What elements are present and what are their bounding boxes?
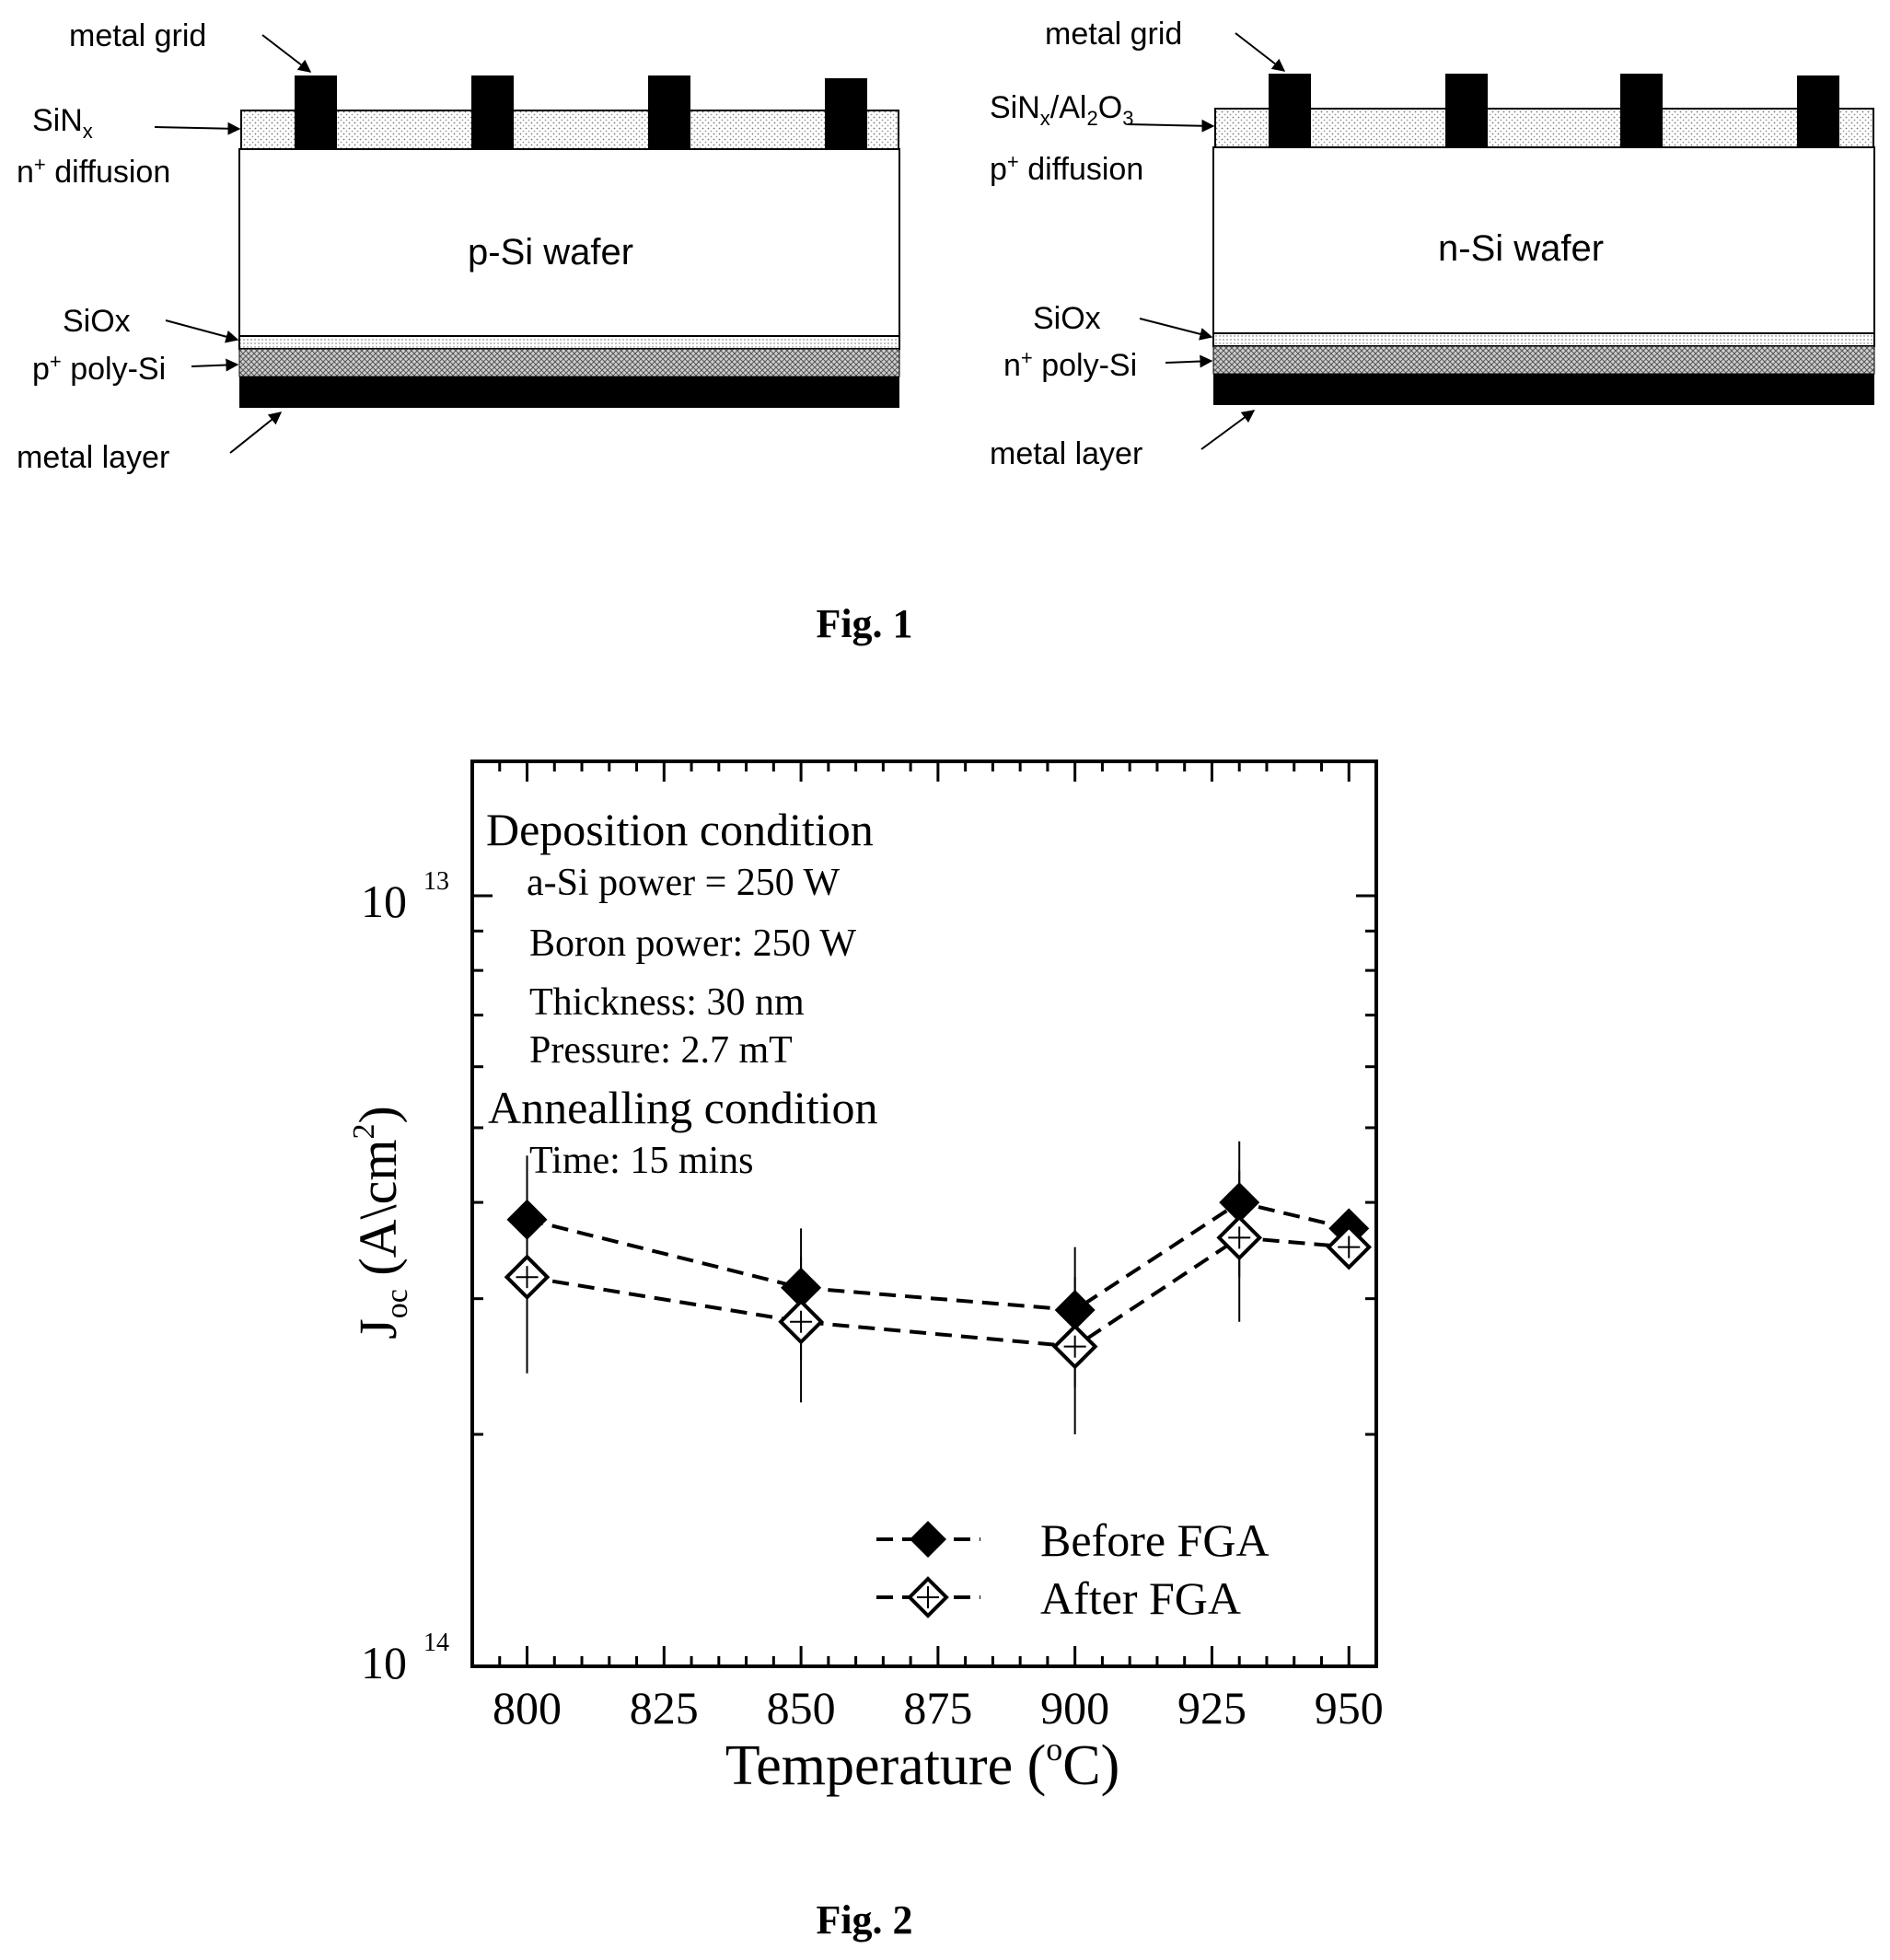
right-metal-finger-3	[1620, 74, 1663, 147]
marker-before-fga	[506, 1199, 548, 1240]
x-tick-label: 950	[1315, 1682, 1384, 1734]
y-tick-label-top: 10 13	[361, 867, 449, 927]
y-axis-label: Joc (A\cm2)	[347, 1106, 414, 1340]
annealing-title: Annealling condition	[488, 1082, 878, 1133]
deposition-title: Deposition condition	[486, 804, 874, 855]
left-poly-layer	[238, 348, 900, 377]
figure-1-caption: Fig. 1	[816, 601, 913, 646]
axis-ticks	[472, 761, 1378, 1668]
x-tick-label: 900	[1040, 1682, 1109, 1734]
condition-annotations: Deposition condition a-Si power = 250 W …	[486, 804, 878, 1182]
right-wafer-label: n-Si wafer	[1438, 228, 1604, 269]
error-bars	[526, 1141, 1241, 1435]
marker-after-fga	[778, 1298, 824, 1345]
right-poly-label: n+ poly-Si	[1003, 346, 1137, 383]
annealing-line-1: Time: 15 mins	[529, 1140, 754, 1182]
left-metal-finger-4	[825, 78, 867, 149]
right-passivation-layer	[1214, 108, 1874, 148]
legend-marker-after	[907, 1576, 949, 1618]
x-tick-labels: 800 825 850 875 900 925 950	[493, 1682, 1384, 1734]
right-siox-layer	[1212, 332, 1875, 347]
marker-before-fga	[781, 1267, 822, 1308]
left-labels: metal grid SiNx n+ diffusion p-Si wafer …	[17, 18, 633, 475]
left-wafer	[238, 148, 900, 337]
x-tick-label: 850	[767, 1682, 836, 1734]
right-metal-finger-2	[1445, 74, 1488, 147]
right-metal-layer-label: metal layer	[990, 436, 1142, 471]
left-metal-finger-2	[471, 75, 514, 149]
marker-after-fga	[1326, 1224, 1373, 1270]
x-tick-label: 925	[1177, 1682, 1246, 1734]
x-tick-label: 825	[630, 1682, 699, 1734]
plot-frame	[470, 760, 1378, 1668]
deposition-line-1: a-Si power = 250 W	[527, 862, 841, 904]
series-line-after-fga	[527, 1235, 1350, 1349]
right-metal-layer	[1213, 374, 1874, 405]
left-metal-layer	[239, 377, 899, 408]
right-diffusion-label: p+ diffusion	[990, 150, 1143, 187]
deposition-line-4: Pressure: 2.7 mT	[529, 1029, 793, 1072]
right-wafer	[1212, 146, 1875, 334]
x-tick-label: 875	[903, 1682, 972, 1734]
right-cell-structure	[1212, 74, 1875, 405]
left-sinx-layer	[240, 110, 899, 150]
figure-1-diagram: metal grid SiNx n+ diffusion p-Si wafer …	[17, 17, 1875, 475]
right-passivation-label: SiNx/Al2O3	[990, 90, 1133, 130]
x-tick-label: 800	[493, 1682, 562, 1734]
left-wafer-label: p-Si wafer	[468, 232, 633, 273]
left-metal-finger-3	[648, 75, 690, 149]
legend-label-before: Before FGA	[1040, 1514, 1270, 1566]
left-metal-layer-label: metal layer	[17, 440, 169, 475]
data-markers	[504, 1182, 1373, 1370]
right-metal-grid-label: metal grid	[1045, 17, 1182, 52]
marker-after-fga	[1216, 1214, 1263, 1261]
series-lines	[527, 1200, 1350, 1349]
left-siox-label: SiOx	[63, 304, 131, 339]
plot-border	[470, 760, 1378, 1668]
right-poly-layer	[1212, 345, 1875, 375]
marker-after-fga	[1051, 1323, 1098, 1370]
right-siox-label: SiOx	[1033, 301, 1101, 336]
deposition-line-3: Thickness: 30 nm	[529, 981, 805, 1024]
right-metal-finger-1	[1269, 74, 1311, 147]
x-axis-label: Temperature (oC)	[725, 1731, 1120, 1797]
marker-before-fga	[1328, 1208, 1370, 1249]
legend: Before FGA After FGA	[876, 1514, 1270, 1624]
left-diffusion-label: n+ diffusion	[17, 153, 170, 190]
right-labels: metal grid SiNx/Al2O3 p+ diffusion n-Si …	[990, 17, 1604, 471]
deposition-line-2: Boron power: 250 W	[529, 922, 856, 965]
left-cell-structure	[238, 75, 900, 408]
right-metal-finger-4	[1797, 75, 1839, 147]
left-siox-layer	[238, 335, 900, 350]
left-sinx-label: SiNx	[32, 103, 93, 143]
y-tick-labels: 10 13 10 14	[361, 867, 449, 1688]
series-line-before-fga	[527, 1200, 1350, 1313]
marker-before-fga	[1219, 1182, 1260, 1224]
marker-after-fga	[504, 1254, 551, 1301]
marker-before-fga	[1054, 1289, 1096, 1330]
left-metal-grid-label: metal grid	[69, 18, 206, 53]
left-poly-label: p+ poly-Si	[32, 350, 166, 387]
legend-marker-before	[910, 1521, 946, 1558]
figure-2-caption: Fig. 2	[816, 1897, 913, 1943]
y-tick-label-bottom: 10 14	[361, 1629, 449, 1688]
left-metal-finger-1	[295, 75, 337, 149]
legend-label-after: After FGA	[1040, 1572, 1241, 1624]
